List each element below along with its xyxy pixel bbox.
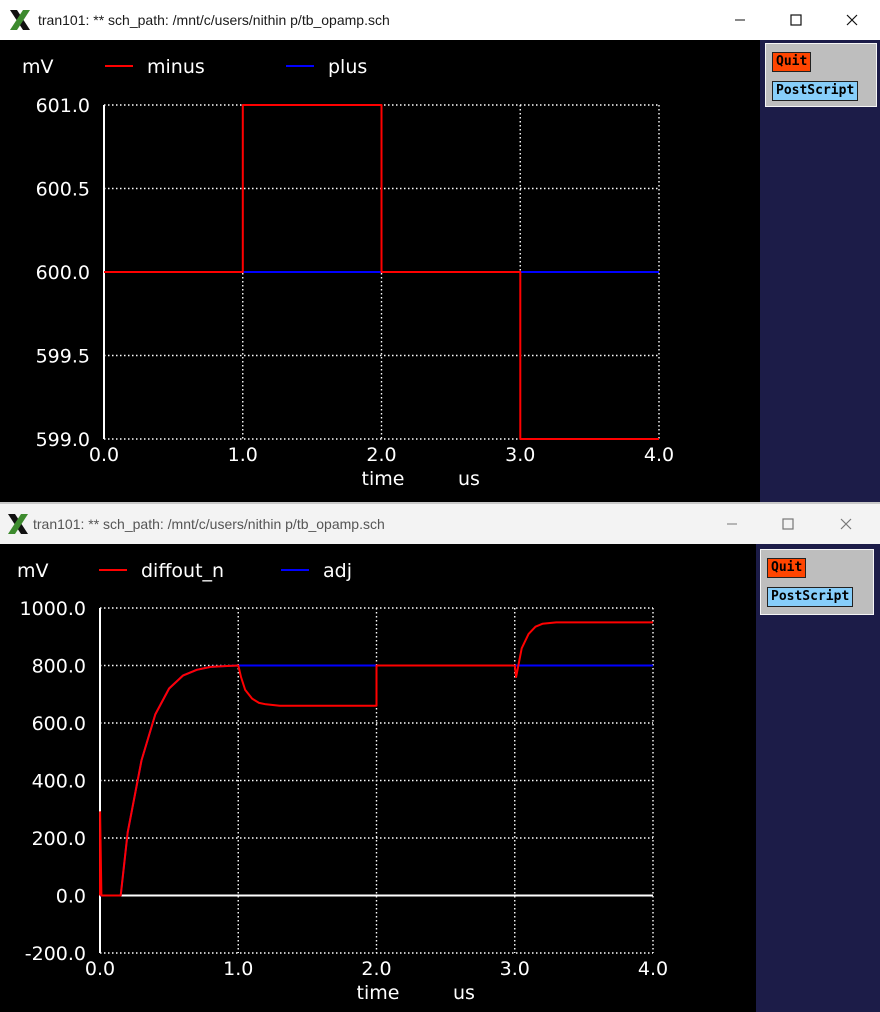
maximize-button[interactable] [760, 504, 816, 544]
y-tick-label: -200.0 [25, 943, 86, 965]
window-title: tran101: ** sch_path: /mnt/c/users/nithi… [33, 516, 385, 532]
title-bar[interactable]: tran101: ** sch_path: /mnt/c/users/nithi… [0, 504, 880, 544]
y-tick-label: 599.5 [36, 346, 90, 368]
waveform-window-1: tran101: ** sch_path: /mnt/c/users/nithi… [0, 0, 880, 502]
quit-button[interactable]: Quit [772, 52, 812, 72]
x-axis-unit: us [458, 468, 480, 490]
x-tick-label: 1.0 [223, 958, 253, 980]
close-button[interactable] [818, 504, 874, 544]
y-tick-label: 600.0 [36, 262, 90, 284]
legend-label-adj: adj [323, 560, 352, 582]
legend-label-diffout_n: diffout_n [141, 560, 224, 582]
series-line-minus [104, 104, 659, 440]
postscript-button[interactable]: PostScript [767, 587, 854, 607]
plot-area-2[interactable]: 1000.0 800.0 600.0 400.0 200.0 0.0 -200.0 0.0 1.… [0, 544, 756, 1012]
x-tick-label: 3.0 [500, 958, 530, 980]
quit-button[interactable]: Quit [767, 558, 807, 578]
maximize-icon [790, 14, 802, 26]
x-axis-title: time [357, 982, 400, 1004]
y-tick-label: 600.5 [36, 179, 90, 201]
y-tick-label: 800.0 [32, 656, 86, 678]
window-title: tran101: ** sch_path: /mnt/c/users/nithi… [38, 12, 390, 28]
close-button[interactable] [824, 0, 880, 40]
close-icon [840, 518, 852, 530]
x-tick-label: 4.0 [644, 444, 674, 466]
y-unit-label: mV [17, 560, 49, 582]
y-tick-label: 600.0 [32, 713, 86, 735]
minimize-button[interactable] [704, 504, 760, 544]
title-bar[interactable]: tran101: ** sch_path: /mnt/c/users/nithi… [0, 0, 880, 40]
x-tick-label: 4.0 [638, 958, 668, 980]
x-tick-label: 3.0 [505, 444, 535, 466]
y-tick-label: 601.0 [36, 95, 90, 117]
minimize-icon [727, 523, 737, 525]
maximize-icon [782, 518, 794, 530]
x-tick-label: 1.0 [228, 444, 258, 466]
y-tick-label: 0.0 [56, 886, 86, 908]
x-app-icon [10, 10, 30, 30]
close-icon [846, 14, 858, 26]
legend-label-plus: plus [328, 56, 367, 78]
x-tick-label: 2.0 [361, 958, 391, 980]
y-tick-label: 200.0 [32, 828, 86, 850]
y-tick-label: 400.0 [32, 771, 86, 793]
y-tick-label: 599.0 [36, 429, 90, 451]
button-sidebar-2: Quit PostScript [756, 544, 880, 1012]
x-tick-label: 2.0 [366, 444, 396, 466]
x-tick-label: 0.0 [85, 958, 115, 980]
postscript-button[interactable]: PostScript [772, 81, 859, 101]
x-app-icon [8, 514, 28, 534]
button-panel: Quit PostScript [760, 549, 874, 615]
x-axis-unit: us [453, 982, 475, 1004]
series-line-diffout_n [99, 621, 653, 897]
legend-label-minus: minus [147, 56, 205, 78]
y-tick-label: 1000.0 [20, 598, 86, 620]
minimize-button[interactable] [712, 0, 768, 40]
waveform-chart-1: 601.0 600.5 600.0 599.5 599.00.0 1.0 2.0 3.0 4.0… [22, 56, 674, 490]
button-sidebar-1: Quit PostScript [760, 40, 880, 502]
minimize-icon [735, 19, 745, 21]
x-tick-label: 0.0 [89, 444, 119, 466]
plot-area-1[interactable]: 601.0 600.5 600.0 599.5 599.0 0.0 1.0 2.0 3.0 4.0… [0, 40, 760, 502]
x-axis-title: time [362, 468, 405, 490]
maximize-button[interactable] [768, 0, 824, 40]
waveform-window-2: tran101: ** sch_path: /mnt/c/users/nithi… [0, 504, 880, 1012]
y-unit-label: mV [22, 56, 54, 78]
button-panel: Quit PostScript [765, 43, 877, 107]
